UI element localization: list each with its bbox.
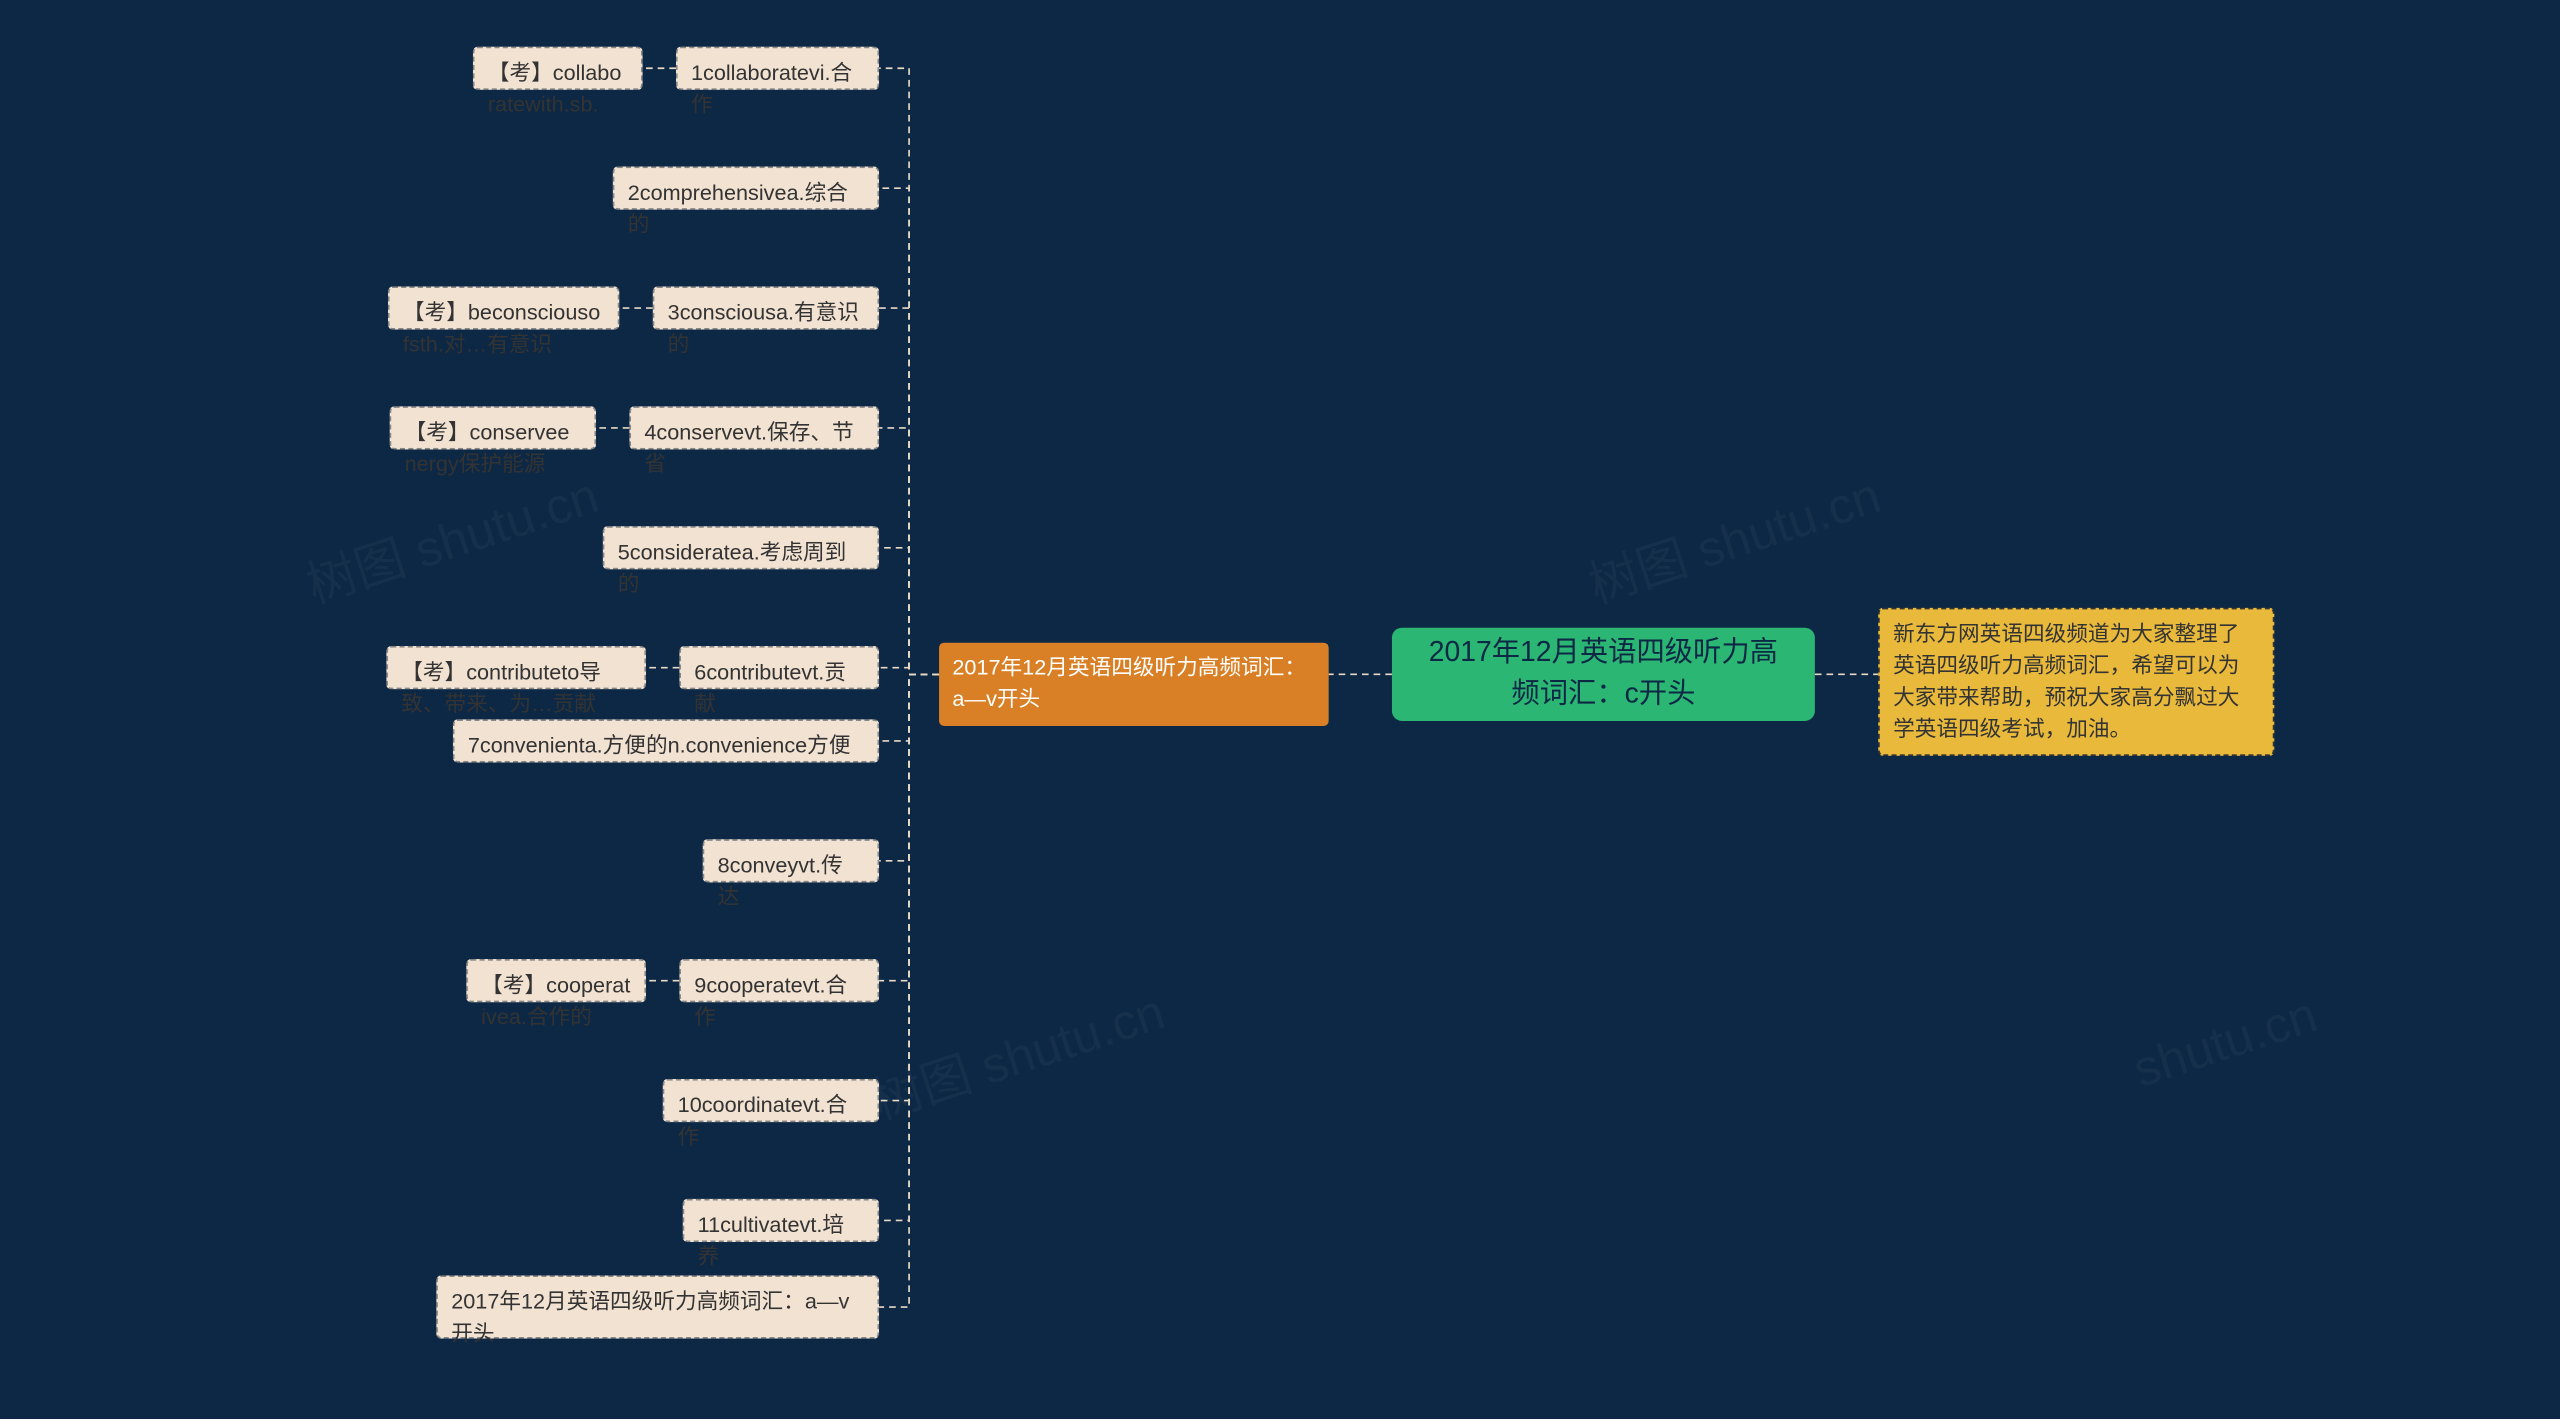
desc-node: 新东方网英语四级频道为大家整理了英语四级听力高频词汇，希望可以为大家带来帮助，预…: [1878, 608, 2274, 757]
watermark: 树图 shutu.cn: [862, 971, 1172, 1134]
leaf-node: 6contributevt.贡献: [679, 646, 879, 689]
subleaf-node: 【考】contributeto导致、带来、为…贡献: [386, 646, 646, 689]
leaf-node: 1collaboratevi.合作: [676, 47, 879, 90]
leaf-node: 3consciousa.有意识的: [653, 286, 879, 329]
diagram-canvas: 树图 shutu.cn树图 shutu.cn树图 shutu.cnshutu.c…: [0, 0, 2560, 1365]
subleaf-node: 【考】beconsciousofsth.对…有意识: [388, 286, 619, 329]
watermark: 树图 shutu.cn: [1578, 455, 1888, 618]
leaf-node: 2017年12月英语四级听力高频词汇：a—v开头: [436, 1275, 879, 1338]
leaf-node: 11cultivatevt.培养: [683, 1199, 879, 1242]
subleaf-node: 【考】conserveenergy保护能源: [390, 406, 596, 449]
level1-node: 2017年12月英语四级听力高频词汇：a—v开头: [939, 643, 1329, 726]
leaf-node: 7convenienta.方便的n.convenience方便: [453, 719, 879, 762]
subleaf-node: 【考】cooperativea.合作的: [466, 959, 646, 1002]
subleaf-node: 【考】collaboratewith.sb.: [473, 47, 643, 90]
leaf-node: 8conveyvt.传达: [703, 839, 879, 882]
leaf-node: 2comprehensivea.综合的: [613, 167, 879, 210]
leaf-node: 10coordinatevt.合作: [663, 1079, 879, 1122]
leaf-node: 4conservevt.保存、节省: [629, 406, 879, 449]
watermark: shutu.cn: [2127, 988, 2324, 1100]
root-node: 2017年12月英语四级听力高频词汇：c开头: [1392, 628, 1815, 721]
leaf-node: 9cooperatevt.合作: [679, 959, 879, 1002]
leaf-node: 5consideratea.考虑周到的: [603, 526, 879, 569]
